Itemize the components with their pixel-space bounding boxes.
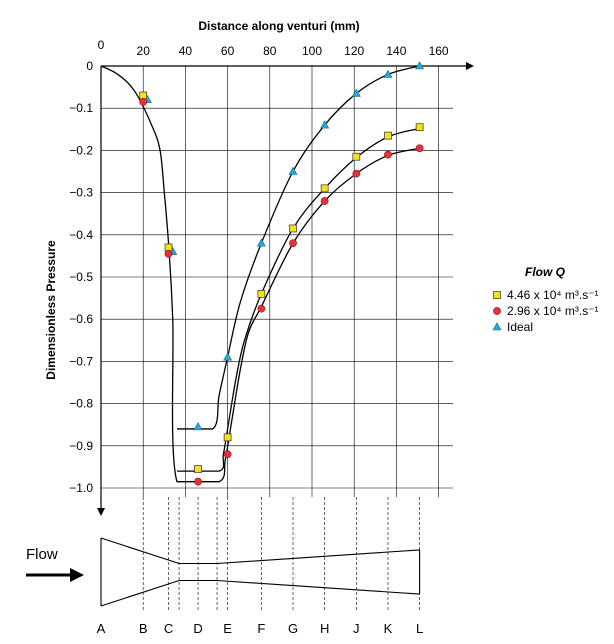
x-tick-label: 60 (221, 44, 235, 58)
y-tick-label: −0.2 (69, 143, 93, 157)
square-data-point (223, 433, 232, 442)
legend-title: Flow Q (525, 265, 566, 279)
y-axis-arrow (97, 508, 105, 516)
x-tick-label: 40 (179, 44, 193, 58)
y-tick-label: −1.0 (69, 481, 93, 495)
axes (97, 62, 474, 516)
y-tick-label: −0.7 (69, 354, 93, 368)
station-label: A (97, 621, 106, 636)
y-tick-label: −0.9 (69, 439, 93, 453)
x-tick-label: 0 (98, 38, 105, 52)
legend-circle-marker (493, 307, 501, 315)
x-tick-label: 160 (429, 44, 449, 58)
station-label: G (288, 621, 298, 636)
circle-data-point (257, 304, 266, 313)
square-data-point (415, 123, 424, 132)
y-tick-label: −0.6 (69, 312, 93, 326)
fit-curve-high-flow (176, 127, 420, 472)
square-data-point (194, 465, 202, 473)
square-data-point (257, 290, 266, 298)
station-label: E (223, 621, 232, 636)
circle-data-point (194, 477, 202, 486)
triangle-data-point (320, 120, 330, 129)
station-label: L (416, 621, 423, 636)
flow-indicator: Flow (26, 546, 84, 582)
y-tick-label: 0 (86, 59, 93, 73)
legend-entry-label: 2.96 x 10⁴ m³.s⁻¹ (507, 304, 599, 318)
station-label: H (320, 621, 329, 636)
data-markers (139, 61, 425, 486)
circle-data-point (320, 197, 329, 205)
square-data-point (320, 184, 329, 193)
y-tick-label: −0.5 (69, 270, 93, 284)
fit-curves (100, 65, 420, 483)
circle-data-point (352, 169, 361, 178)
station-guide-lines (142, 497, 420, 612)
circle-data-point (415, 144, 424, 153)
circle-data-point (384, 150, 392, 159)
circle-data-point (289, 239, 297, 248)
legend-entry-label: 4.46 x 10⁴ m³.s⁻¹ (507, 288, 599, 302)
triangle-data-point (288, 166, 298, 175)
y-axis-title: Dimensionless Pressure (44, 240, 58, 380)
y-tick-label: −0.4 (69, 228, 93, 242)
triangle-data-point (383, 69, 393, 78)
x-tick-labels: 0 20 40 60 80 100 120 140 160 (98, 38, 449, 58)
legend-triangle-marker (492, 322, 502, 331)
station-label: B (139, 621, 148, 636)
station-label: D (193, 621, 202, 636)
square-data-point (352, 152, 361, 161)
y-tick-label: −0.3 (69, 186, 93, 200)
flow-arrow-icon (70, 568, 84, 582)
square-data-point (384, 131, 392, 140)
station-label: F (257, 621, 265, 636)
square-data-point (289, 224, 297, 233)
triangle-data-point (351, 88, 361, 97)
legend-square-marker (493, 291, 501, 299)
fit-curve-ideal (176, 65, 420, 430)
legend: Flow Q 4.46 x 10⁴ m³.s⁻¹ 2.96 x 10⁴ m³.s⁻… (492, 265, 599, 334)
x-tick-label: 100 (302, 44, 322, 58)
station-label: C (164, 621, 173, 636)
venturi-top-wall (100, 537, 420, 565)
y-tick-labels: 0 −0.1 −0.2 −0.3 −0.4 −0.5 −0.6 −0.7 −0.8 −0.9 −1.… (69, 59, 93, 495)
x-axis-title: Distance along venturi (mm) (198, 19, 359, 33)
y-tick-label: −0.1 (69, 101, 93, 115)
x-tick-label: 140 (386, 44, 406, 58)
x-tick-label: 120 (344, 44, 364, 58)
triangle-data-point (415, 61, 425, 70)
venturi-diagram (100, 537, 421, 607)
triangle-data-point (256, 238, 266, 247)
legend-entry-label: Ideal (507, 320, 533, 334)
flow-label: Flow (26, 546, 58, 563)
station-label: J (353, 621, 360, 636)
circle-data-point (139, 97, 148, 106)
x-tick-label: 20 (137, 44, 151, 58)
triangle-data-point (223, 352, 233, 361)
x-tick-label: 80 (263, 44, 277, 58)
circle-data-point (223, 450, 232, 459)
station-label: K (384, 621, 393, 636)
y-tick-label: −0.8 (69, 397, 93, 411)
venturi-bottom-wall (100, 579, 420, 607)
triangle-data-point (193, 421, 203, 431)
fit-curve-low-flow (100, 65, 420, 483)
x-axis-arrow (466, 62, 474, 70)
circle-data-point (164, 249, 173, 258)
